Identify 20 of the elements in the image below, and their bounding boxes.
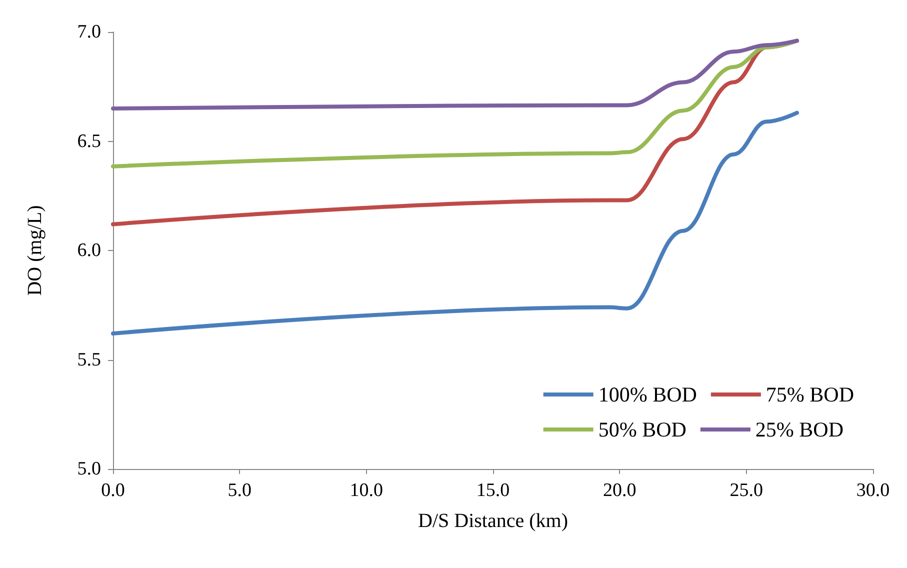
y-tick-label: 5.5 <box>77 349 101 370</box>
x-tick-label: 25.0 <box>730 480 763 501</box>
line-series <box>111 110 799 336</box>
y-tick-label: 5.0 <box>77 458 101 480</box>
line-series <box>111 38 799 110</box>
y-tick-label: 6.5 <box>77 130 101 152</box>
y-tick-label: 7.0 <box>77 22 101 42</box>
legend-label: 100% BOD <box>598 382 697 406</box>
x-tick-label: 0.0 <box>101 480 125 501</box>
legend-label: 75% BOD <box>766 382 854 406</box>
x-tick-label: 20.0 <box>603 480 636 501</box>
legend-label: 50% BOD <box>598 418 686 442</box>
x-tick-label: 10.0 <box>350 480 383 501</box>
x-axis-title: D/S Distance (km) <box>418 510 568 532</box>
y-axis-title: DO (mg/L) <box>24 205 46 296</box>
x-tick-label: 30.0 <box>856 480 890 501</box>
x-tick-label: 15.0 <box>476 480 510 501</box>
legend-label: 25% BOD <box>755 418 844 442</box>
x-tick-label: 5.0 <box>228 480 252 501</box>
y-tick-label: 6.0 <box>77 240 101 261</box>
